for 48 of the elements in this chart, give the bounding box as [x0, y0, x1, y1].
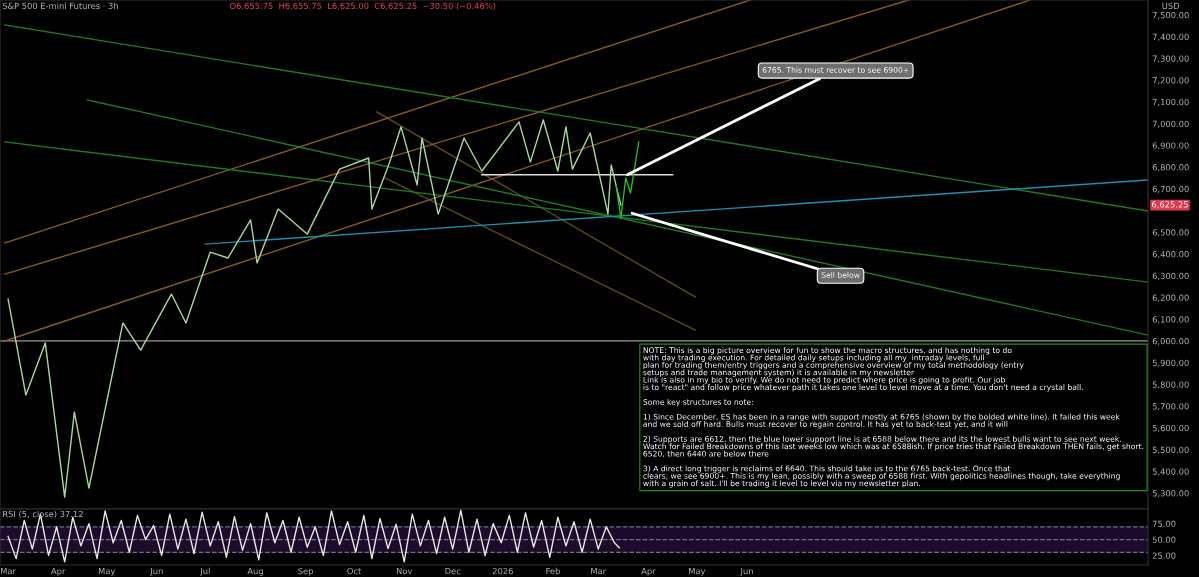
- y-tick-label: 5,600.00: [1152, 424, 1189, 433]
- y-tick-label: 5,900.00: [1152, 359, 1189, 367]
- line-series: [615, 141, 640, 219]
- y-tick-label: 6,800.00: [1152, 164, 1189, 172]
- chart-subtitle: O6,655.75 H6,655.75 L6,625.00 C6,625.25 −30.50 (−0.46%): [230, 2, 496, 10]
- y-tick-label: 50.00: [1152, 536, 1176, 543]
- x-tick-label: Apr: [51, 568, 66, 576]
- x-tick-label: 2026: [492, 567, 513, 575]
- y-tick-label: 6,400.00: [1152, 251, 1189, 259]
- y-tick-label: 7,300.00: [1152, 55, 1189, 63]
- x-tick-label: May: [689, 568, 706, 576]
- line-series: [7, 119, 622, 498]
- x-tick-label: Aug: [247, 568, 263, 576]
- y-tick-label: 6,100.00: [1152, 316, 1189, 324]
- x-tick-label: May: [98, 568, 116, 576]
- y-tick-label: 6,700.00: [1152, 185, 1189, 193]
- y-tick-label: 5,300.00: [1152, 490, 1189, 498]
- y-tick-label: 7,100.00: [1152, 98, 1189, 107]
- y-axis-title: USD: [1162, 2, 1180, 9]
- y-tick-label: 5,800.00: [1152, 381, 1189, 389]
- x-tick-label: Jun: [149, 568, 163, 576]
- y-tick-label: 6,500.00: [1152, 229, 1189, 237]
- y-tick-label: 7,200.00: [1152, 77, 1189, 85]
- y-tick-label: 6,200.00: [1152, 294, 1189, 302]
- annotation: 6,625.25: [1152, 201, 1188, 209]
- x-tick-label: Jun: [740, 568, 753, 576]
- x-tick-label: Feb: [546, 567, 560, 575]
- x-tick-label: Mar: [591, 568, 607, 575]
- y-tick-label: 6,900.00: [1152, 142, 1189, 150]
- y-tick-label: 5,500.00: [1152, 446, 1189, 454]
- chart-title: RSI (5, close) 37.12: [3, 510, 83, 519]
- y-tick-label: 6,000.00: [1152, 337, 1189, 346]
- y-tick-label: 25.00: [1152, 552, 1176, 559]
- y-tick-label: 7,400.00: [1152, 33, 1189, 41]
- x-tick-label: Dec: [445, 568, 461, 575]
- x-tick-label: Sep: [298, 567, 313, 576]
- y-tick-label: 6,300.00: [1152, 272, 1189, 280]
- y-tick-label: 75.00: [1152, 520, 1176, 527]
- x-tick-label: Apr: [641, 568, 656, 576]
- y-tick-label: 7,500.00: [1152, 11, 1189, 20]
- x-tick-label: Oct: [347, 567, 362, 575]
- y-tick-label: 7,000.00: [1152, 120, 1189, 128]
- chart-title: S&P 500 E-mini Futures · 3h: [2, 2, 118, 9]
- x-tick-label: Mar: [1, 568, 16, 575]
- y-tick-label: 5,700.00: [1152, 403, 1189, 411]
- y-tick-label: 5,400.00: [1152, 468, 1189, 476]
- x-tick-label: Jul: [199, 567, 210, 576]
- x-tick-label: Nov: [396, 568, 413, 575]
